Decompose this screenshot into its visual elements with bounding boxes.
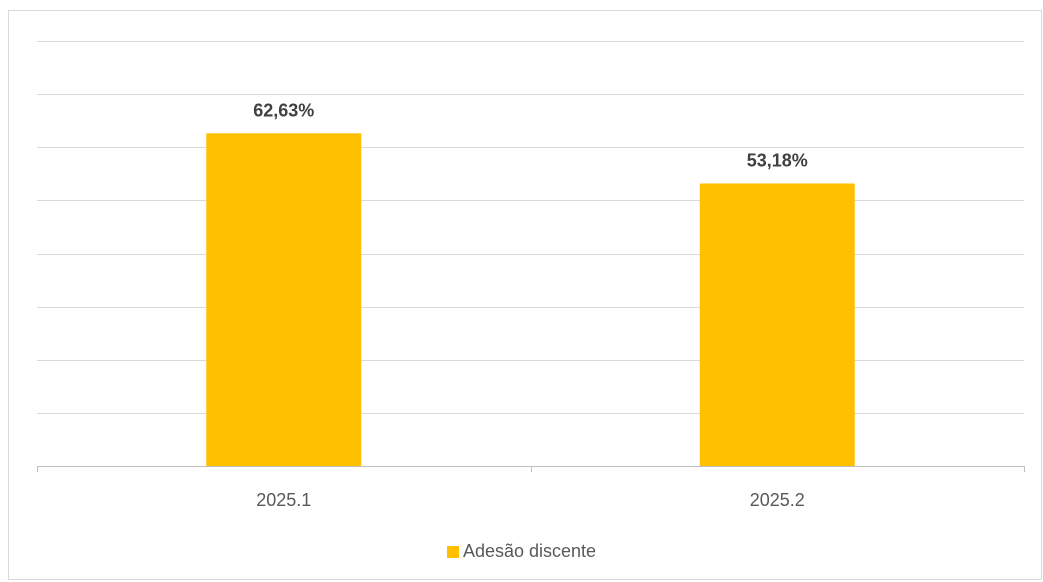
- x-tick-label: 2025.1: [256, 490, 311, 510]
- chart-frame: [8, 10, 1042, 580]
- legend-label: Adesão discente: [462, 541, 597, 561]
- data-labels: 62,63% 53,18%: [253, 100, 808, 170]
- legend: Adesão discente: [0, 541, 1043, 562]
- bar: [699, 183, 855, 466]
- x-tick-labels: 2025.1 2025.2: [256, 490, 805, 510]
- data-label: 62,63%: [253, 100, 314, 120]
- x-axis: [37, 466, 1025, 472]
- gridlines: [37, 41, 1024, 414]
- bars: [206, 133, 855, 466]
- x-tick-label: 2025.2: [750, 490, 805, 510]
- bar: [206, 133, 362, 466]
- data-label: 53,18%: [747, 150, 808, 170]
- legend-swatch: [446, 546, 459, 558]
